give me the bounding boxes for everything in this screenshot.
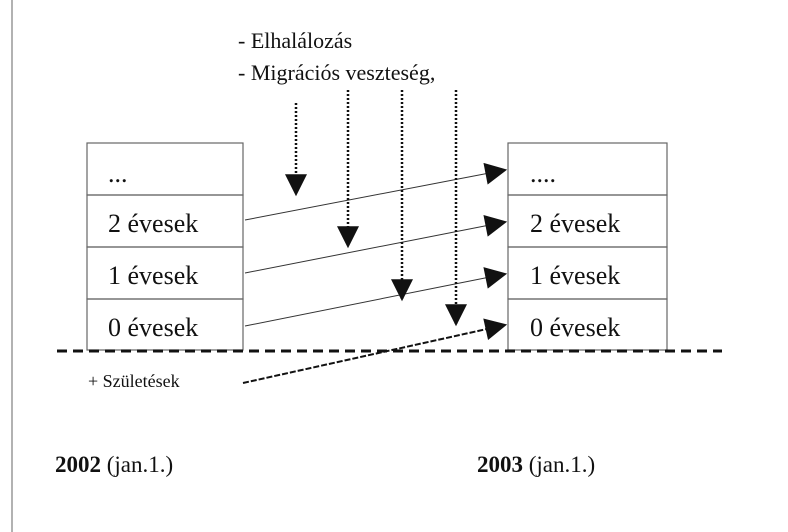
- age-cell: 2 évesek: [108, 209, 198, 238]
- year-label: 2003 (jan.1.): [477, 452, 595, 477]
- age-cell: ....: [530, 159, 556, 188]
- age-cell: 2 évesek: [530, 209, 620, 238]
- loss-label: - Migrációs veszteség,: [238, 60, 435, 85]
- births-label: + Születések: [88, 371, 180, 391]
- date: (jan.1.): [529, 452, 595, 477]
- year: 2002: [55, 452, 101, 477]
- aging-arrows: [244, 162, 508, 327]
- year-label: 2002 (jan.1.): [55, 452, 173, 477]
- year: 2003: [477, 452, 523, 477]
- age-cell: 1 évesek: [530, 261, 620, 290]
- loss-arrows: [285, 90, 467, 327]
- age-cell: 0 évesek: [530, 313, 620, 342]
- loss-label: - Elhalálozás: [238, 28, 352, 53]
- left-boxes: [86, 142, 244, 351]
- date: (jan.1.): [107, 452, 173, 477]
- age-cell: ...: [108, 159, 128, 188]
- age-cell: 1 évesek: [108, 261, 198, 290]
- birth-arrow: [242, 318, 508, 384]
- age-cell: 0 évesek: [108, 313, 198, 342]
